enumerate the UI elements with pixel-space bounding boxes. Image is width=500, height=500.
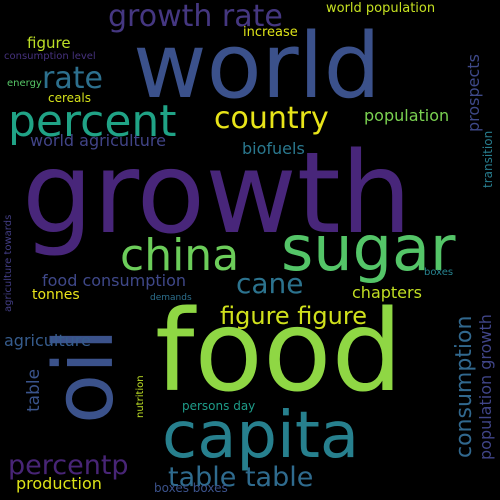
word-percentp: percentp xyxy=(8,450,129,481)
word-country: country xyxy=(214,101,329,136)
word-boxes: boxes xyxy=(424,267,454,278)
word-percent: percent xyxy=(8,96,177,147)
word-population-growth: population growth xyxy=(476,314,495,460)
word-table: table xyxy=(24,368,44,412)
word-table-table: table table xyxy=(168,462,314,493)
word-food: food xyxy=(155,287,403,417)
word-nutrition: nutrition xyxy=(135,375,146,418)
word-figure-figure: figure figure xyxy=(220,302,367,330)
word-population: population xyxy=(364,106,450,125)
word-prospects: prospects xyxy=(464,54,483,132)
word-production: production xyxy=(16,474,102,493)
word-consumption: consumption xyxy=(452,315,477,458)
word-agriculture: agriculture xyxy=(4,331,91,350)
word-tonnes: tonnes xyxy=(32,287,80,303)
word-cereals: cereals xyxy=(48,91,91,105)
word-world-population: world population xyxy=(326,1,436,16)
word-sugar: sugar xyxy=(281,212,456,285)
word-consumption-level: consumption level xyxy=(4,51,96,62)
word-demands: demands xyxy=(150,293,192,303)
word-chapters: chapters xyxy=(352,283,422,302)
word-growth-rate: growth rate xyxy=(108,0,283,34)
word-persons-day: persons day xyxy=(182,399,256,413)
word-capita: capita xyxy=(162,399,360,473)
word-china: china xyxy=(120,230,240,281)
word-world-agriculture: world agriculture xyxy=(30,131,166,150)
word-biofuels: biofuels xyxy=(242,139,305,158)
word-world: world xyxy=(133,14,381,119)
word-agriculture-towards: agriculture towards xyxy=(3,214,14,312)
word-energy: energy xyxy=(7,78,42,89)
word-cane: cane xyxy=(236,267,304,300)
word-boxes-boxes: boxes boxes xyxy=(154,481,228,495)
word-increase: increase xyxy=(243,25,298,40)
word-growth: growth xyxy=(22,129,412,259)
word-food-consumption: food consumption xyxy=(42,271,187,290)
word-rate: rate xyxy=(42,61,103,96)
word-figure: figure xyxy=(27,34,71,52)
word-transition: transition xyxy=(481,130,495,188)
